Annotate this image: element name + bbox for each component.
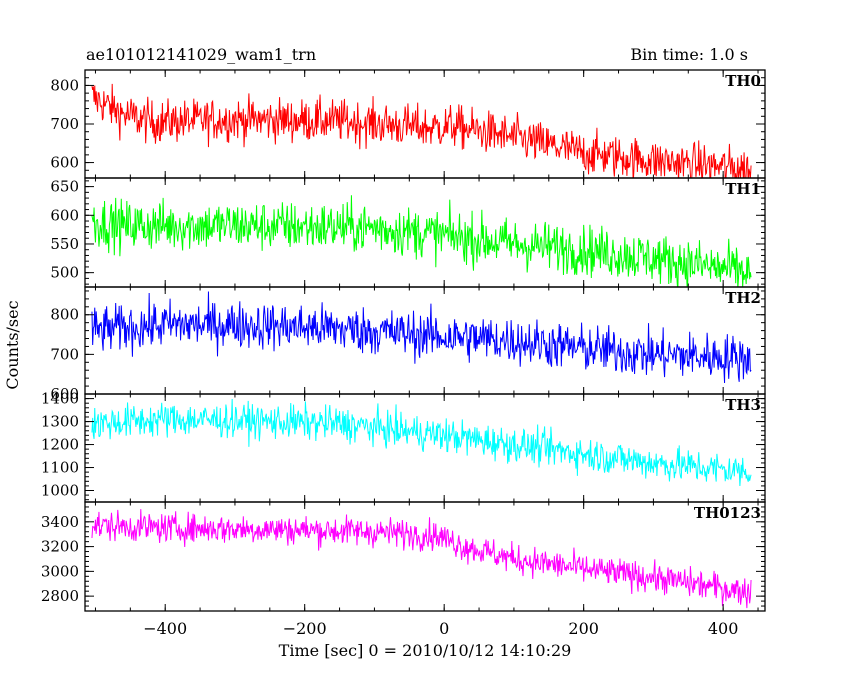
y-tick-label: 700	[50, 345, 79, 363]
y-tick-label: 2800	[41, 587, 79, 605]
y-tick-label: 1400	[41, 390, 79, 408]
panel-th1: 500 550 600 650 TH1	[50, 177, 766, 288]
series-line-th1	[91, 195, 752, 287]
y-tick-label: 1200	[41, 436, 79, 454]
x-tick-label: 0	[439, 619, 449, 638]
panel-frame	[84, 177, 766, 288]
y-tick-label: 3000	[41, 562, 79, 580]
panel-frame	[84, 393, 766, 503]
panel-label-th2: TH2	[725, 289, 761, 307]
y-tick-label: 1300	[41, 413, 79, 431]
y-tick-label: 600	[50, 154, 79, 172]
panel-label-th1: TH1	[725, 180, 761, 198]
chart-title: ae101012141029_wam1_trn	[86, 45, 316, 64]
bin-time-label: Bin time: 1.0 s	[630, 45, 748, 64]
y-tick-label: 3400	[41, 513, 79, 531]
y-tick-label: 500	[50, 264, 79, 282]
series-line-th0	[91, 83, 752, 178]
panel-th3: 1000 1100 1200 1300 1400 TH3	[41, 390, 766, 503]
y-tick-label: 3200	[41, 538, 79, 556]
x-tick-label: 400	[708, 619, 739, 638]
y-axis-label: Counts/sec	[3, 300, 22, 389]
x-axis: −400 −200 0 200 400	[143, 619, 738, 638]
series-line-th0123	[91, 509, 752, 609]
panel-label-th0123: TH0123	[694, 504, 761, 522]
x-tick-label: −200	[283, 619, 327, 638]
y-tick-label: 700	[50, 115, 79, 133]
y-tick-label: 600	[50, 385, 79, 403]
panel-th2: 600 700 800 TH2	[50, 286, 766, 403]
series-line-th2	[91, 291, 752, 383]
y-tick-label: 600	[50, 206, 79, 224]
y-tick-label: 800	[50, 76, 79, 94]
y-tick-label: 650	[50, 178, 79, 196]
panel-label-th0: TH0	[725, 72, 761, 90]
y-tick-label: 1100	[41, 459, 79, 477]
y-tick-label: 550	[50, 235, 79, 253]
panel-label-th3: TH3	[725, 396, 761, 414]
panel-th0: 600 700 800 TH0	[50, 69, 766, 179]
x-tick-label: −400	[143, 619, 187, 638]
y-tick-label: 800	[50, 306, 79, 324]
panel-frame	[84, 501, 766, 612]
x-axis-label: Time [sec] 0 = 2010/10/12 14:10:29	[279, 641, 572, 660]
series-line-th3	[91, 398, 752, 487]
panels-group: 600 700 800 TH0 500 550 600 650 TH1 600 700 800 TH2 1…	[41, 69, 766, 612]
panel-th0123: 2800 3000 3200 3400 TH0123	[41, 501, 766, 612]
x-tick-label: 200	[568, 619, 599, 638]
y-tick-label: 1000	[41, 482, 79, 500]
